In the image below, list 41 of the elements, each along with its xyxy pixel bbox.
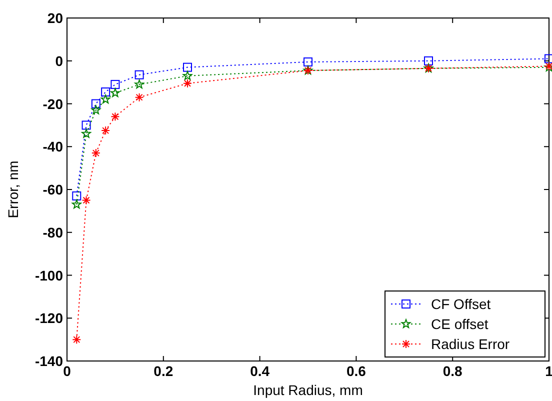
- y-tick-label: -40: [42, 138, 64, 155]
- point: [72, 191, 82, 200]
- point: [183, 78, 192, 88]
- y-tick-label: -80: [42, 224, 64, 240]
- y-axis-title: Error, nm: [5, 160, 21, 218]
- point: [304, 57, 312, 66]
- point: [82, 128, 91, 138]
- point: [72, 200, 82, 209]
- y-tick-label: -120: [34, 310, 64, 326]
- y-tick-label: 0: [55, 52, 64, 69]
- y-tick-label: -100: [34, 267, 64, 284]
- point: [101, 87, 110, 96]
- legend-label: CE offset: [431, 316, 488, 332]
- point: [91, 148, 100, 158]
- legend-label: Radius Error: [431, 336, 510, 352]
- y-tick-label: -20: [42, 96, 64, 112]
- point: [82, 196, 91, 205]
- point: [134, 80, 144, 89]
- x-axis-title: Input Radius, mm: [253, 382, 363, 398]
- point: [110, 88, 120, 98]
- point: [82, 120, 91, 130]
- point: [72, 335, 82, 344]
- point: [110, 80, 120, 89]
- y-tick-label: -60: [42, 182, 64, 198]
- x-tick-label: 0.8: [442, 363, 463, 379]
- point: [100, 94, 110, 104]
- point: [101, 126, 110, 136]
- point: [134, 92, 144, 102]
- x-tick-label: 0.2: [154, 363, 174, 379]
- point: [134, 70, 144, 80]
- point: [91, 105, 101, 114]
- point: [424, 56, 433, 66]
- point: [110, 112, 120, 122]
- y-tick-label: -140: [34, 353, 64, 369]
- point: [183, 62, 192, 72]
- x-tick-label: 0.4: [250, 363, 270, 379]
- legend-label: CF Offset: [431, 296, 491, 312]
- point: [182, 70, 192, 80]
- point: [91, 99, 100, 108]
- y-tick-label: 20: [47, 10, 64, 26]
- x-tick-label: 0.6: [346, 363, 366, 379]
